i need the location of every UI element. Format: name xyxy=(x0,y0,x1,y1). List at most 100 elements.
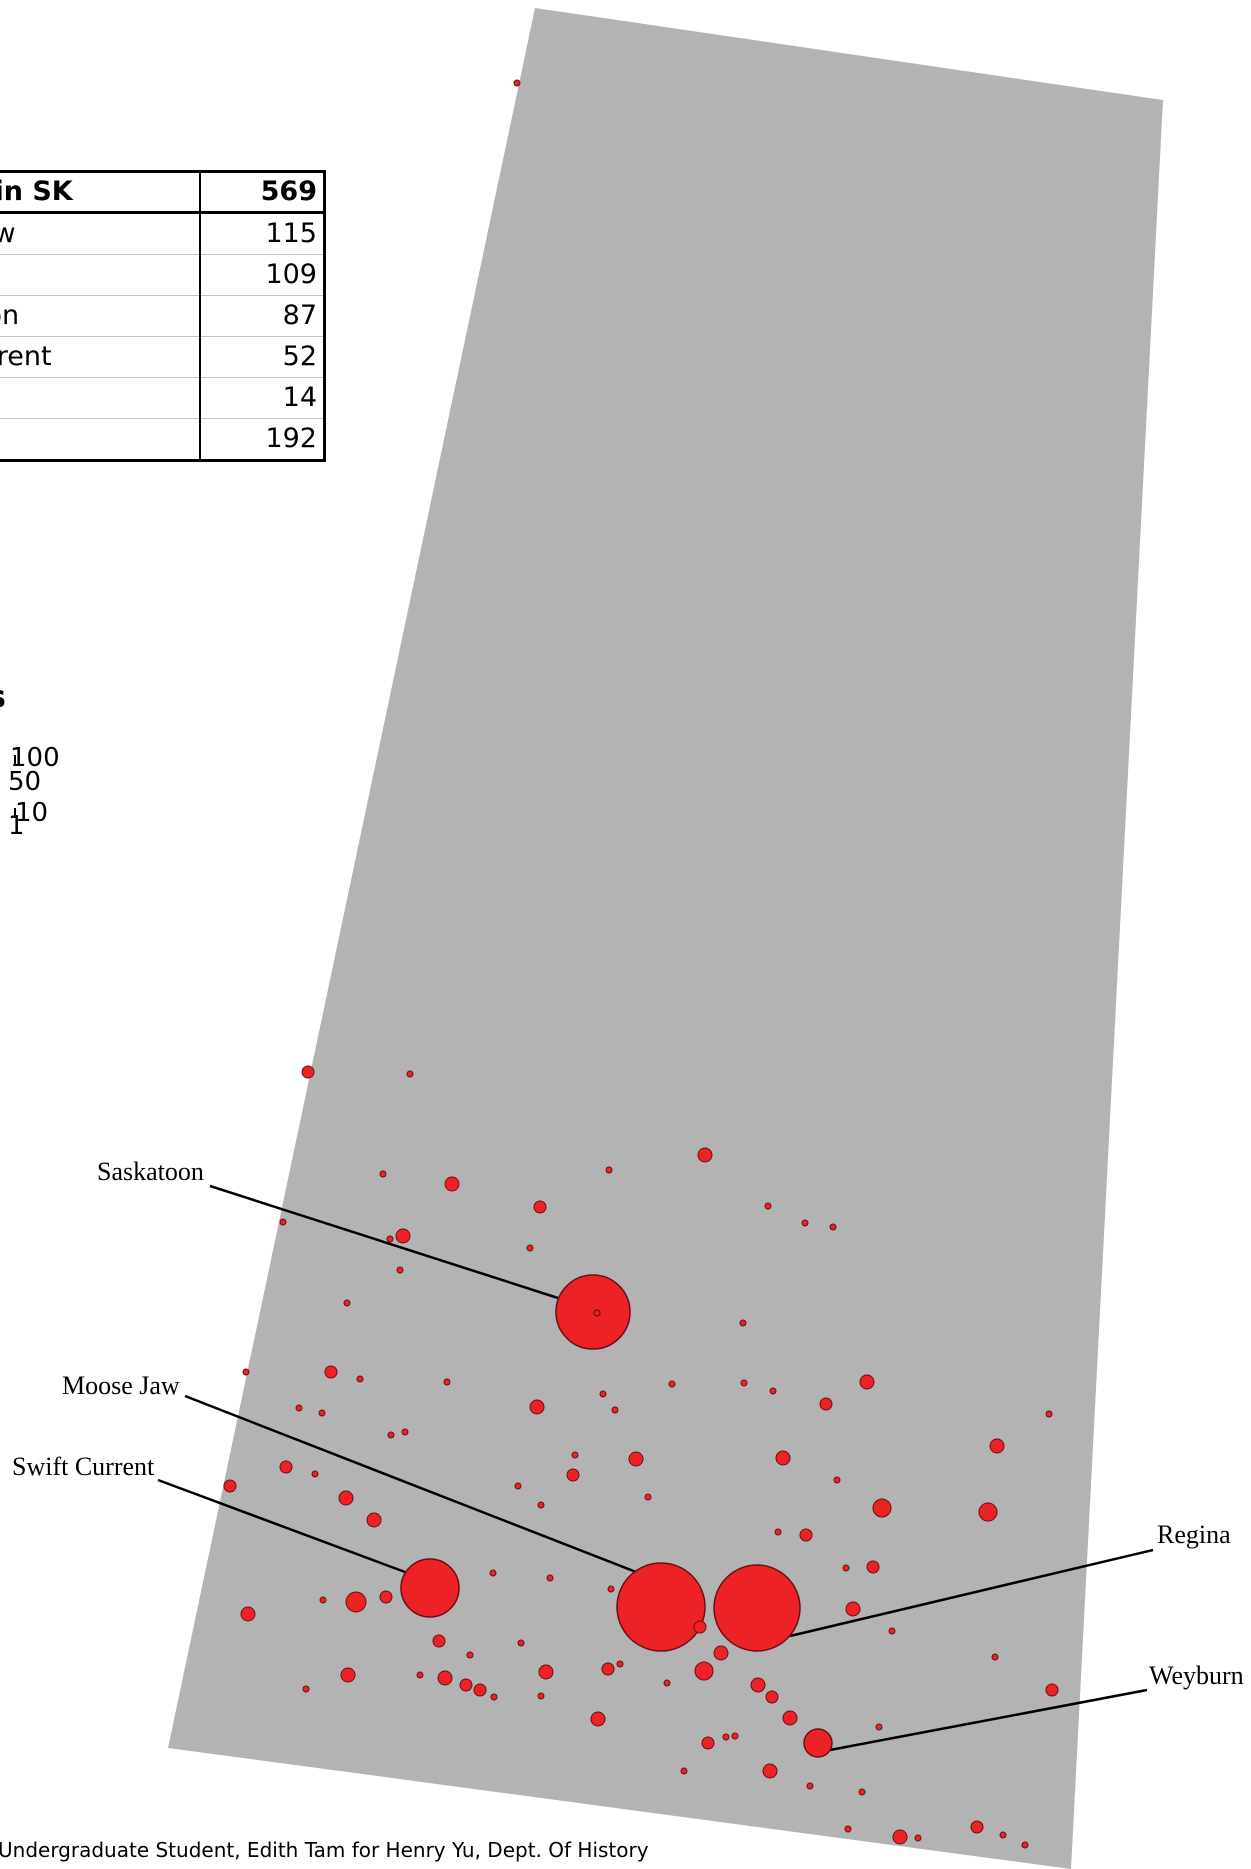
community-marker xyxy=(774,1528,782,1536)
summary-header-value: 569 xyxy=(200,171,325,214)
row-value: 87 xyxy=(200,295,325,337)
community-marker xyxy=(324,1365,338,1379)
legend-label-50: 50 xyxy=(8,767,42,797)
community-marker xyxy=(605,1166,613,1174)
community-marker xyxy=(782,1710,798,1726)
community-marker xyxy=(538,1664,554,1680)
community-marker xyxy=(444,1176,460,1192)
community-marker xyxy=(713,1564,801,1652)
community-marker xyxy=(340,1667,356,1683)
community-marker xyxy=(765,1690,779,1704)
community-marker xyxy=(739,1319,747,1327)
community-marker xyxy=(611,1406,619,1414)
community-marker xyxy=(803,1728,833,1758)
table-row: rn 14 xyxy=(0,377,325,419)
community-marker xyxy=(829,1223,837,1231)
community-marker xyxy=(311,1470,319,1478)
community-marker xyxy=(842,1564,850,1572)
community-marker xyxy=(775,1450,791,1466)
community-marker xyxy=(223,1479,237,1493)
community-marker xyxy=(279,1218,287,1226)
community-marker xyxy=(731,1732,739,1740)
row-value: 115 xyxy=(200,212,325,255)
community-marker xyxy=(473,1683,487,1697)
community-marker xyxy=(697,1147,713,1163)
weyburn-leader-line xyxy=(829,1688,1148,1752)
community-marker xyxy=(616,1562,706,1652)
row-label xyxy=(0,254,201,296)
community-marker xyxy=(762,1763,778,1779)
community-marker xyxy=(970,1820,984,1834)
leader-lines xyxy=(157,1184,1154,1752)
table-row: Jaw 115 xyxy=(0,212,325,255)
community-marker xyxy=(872,1498,892,1518)
row-value: 109 xyxy=(200,254,325,296)
community-marker xyxy=(343,1299,351,1307)
community-marker xyxy=(443,1378,451,1386)
community-marker xyxy=(489,1569,497,1577)
community-marker xyxy=(859,1374,875,1390)
community-marker xyxy=(387,1431,395,1439)
community-marker xyxy=(533,1200,547,1214)
credit-text: Undergraduate Student, Edith Tam for Hen… xyxy=(0,1838,649,1862)
community-marker xyxy=(1045,1410,1053,1418)
community-marker xyxy=(240,1606,256,1622)
community-marker xyxy=(888,1627,896,1635)
summary-table-header: s in SK 569 xyxy=(0,171,325,214)
legend-title: s xyxy=(0,680,6,715)
moose-jaw-leader-line xyxy=(184,1394,637,1574)
community-marker xyxy=(379,1170,387,1178)
community-marker xyxy=(819,1397,833,1411)
community-marker xyxy=(242,1368,250,1376)
community-marker xyxy=(978,1502,998,1522)
community-marker xyxy=(628,1451,644,1467)
community-marker xyxy=(466,1651,474,1659)
row-label: oon xyxy=(0,295,201,337)
community-marker xyxy=(513,79,521,87)
community-marker xyxy=(416,1671,424,1679)
table-row: 109 xyxy=(0,254,325,296)
community-marker xyxy=(555,1274,631,1350)
community-marker xyxy=(599,1390,607,1398)
regina-label: Regina xyxy=(1157,1520,1231,1549)
community-marker xyxy=(914,1834,922,1842)
saskatoon-label: Saskatoon xyxy=(97,1157,204,1186)
community-marker xyxy=(750,1677,766,1693)
community-marker xyxy=(806,1782,814,1790)
community-marker xyxy=(459,1678,473,1692)
community-marker xyxy=(529,1399,545,1415)
row-label: S xyxy=(0,418,201,461)
community-marker xyxy=(537,1692,545,1700)
legend-label-100: 100 xyxy=(10,743,60,773)
community-marker xyxy=(701,1736,715,1750)
community-marker xyxy=(356,1375,364,1383)
community-marker xyxy=(279,1460,293,1474)
community-marker xyxy=(432,1634,446,1648)
community-marker xyxy=(607,1585,615,1593)
weyburn-label: Weyburn xyxy=(1149,1661,1244,1690)
legend-tick-100 xyxy=(14,755,16,765)
community-marker xyxy=(866,1560,880,1574)
community-marker xyxy=(514,1482,522,1490)
table-row: urrent 52 xyxy=(0,336,325,378)
community-marker xyxy=(668,1380,676,1388)
regina-leader-line xyxy=(789,1548,1154,1638)
community-marker xyxy=(616,1660,624,1668)
community-marker xyxy=(799,1528,813,1542)
swift-current-label: Swift Current xyxy=(12,1452,155,1481)
row-value: 52 xyxy=(200,336,325,378)
community-marker xyxy=(546,1574,554,1582)
community-marker xyxy=(1021,1841,1029,1849)
community-marker xyxy=(345,1591,367,1613)
row-value: 14 xyxy=(200,377,325,419)
community-marker xyxy=(395,1228,411,1244)
swift-current-leader-line xyxy=(157,1478,406,1574)
community-marker xyxy=(590,1711,606,1727)
community-marker xyxy=(769,1387,777,1395)
row-label: urrent xyxy=(0,336,201,378)
community-marker xyxy=(991,1653,999,1661)
community-marker xyxy=(400,1558,460,1618)
summary-table: s in SK 569 Jaw 115 109 oon 87 urrent 52… xyxy=(0,170,326,462)
community-marker xyxy=(989,1438,1005,1454)
